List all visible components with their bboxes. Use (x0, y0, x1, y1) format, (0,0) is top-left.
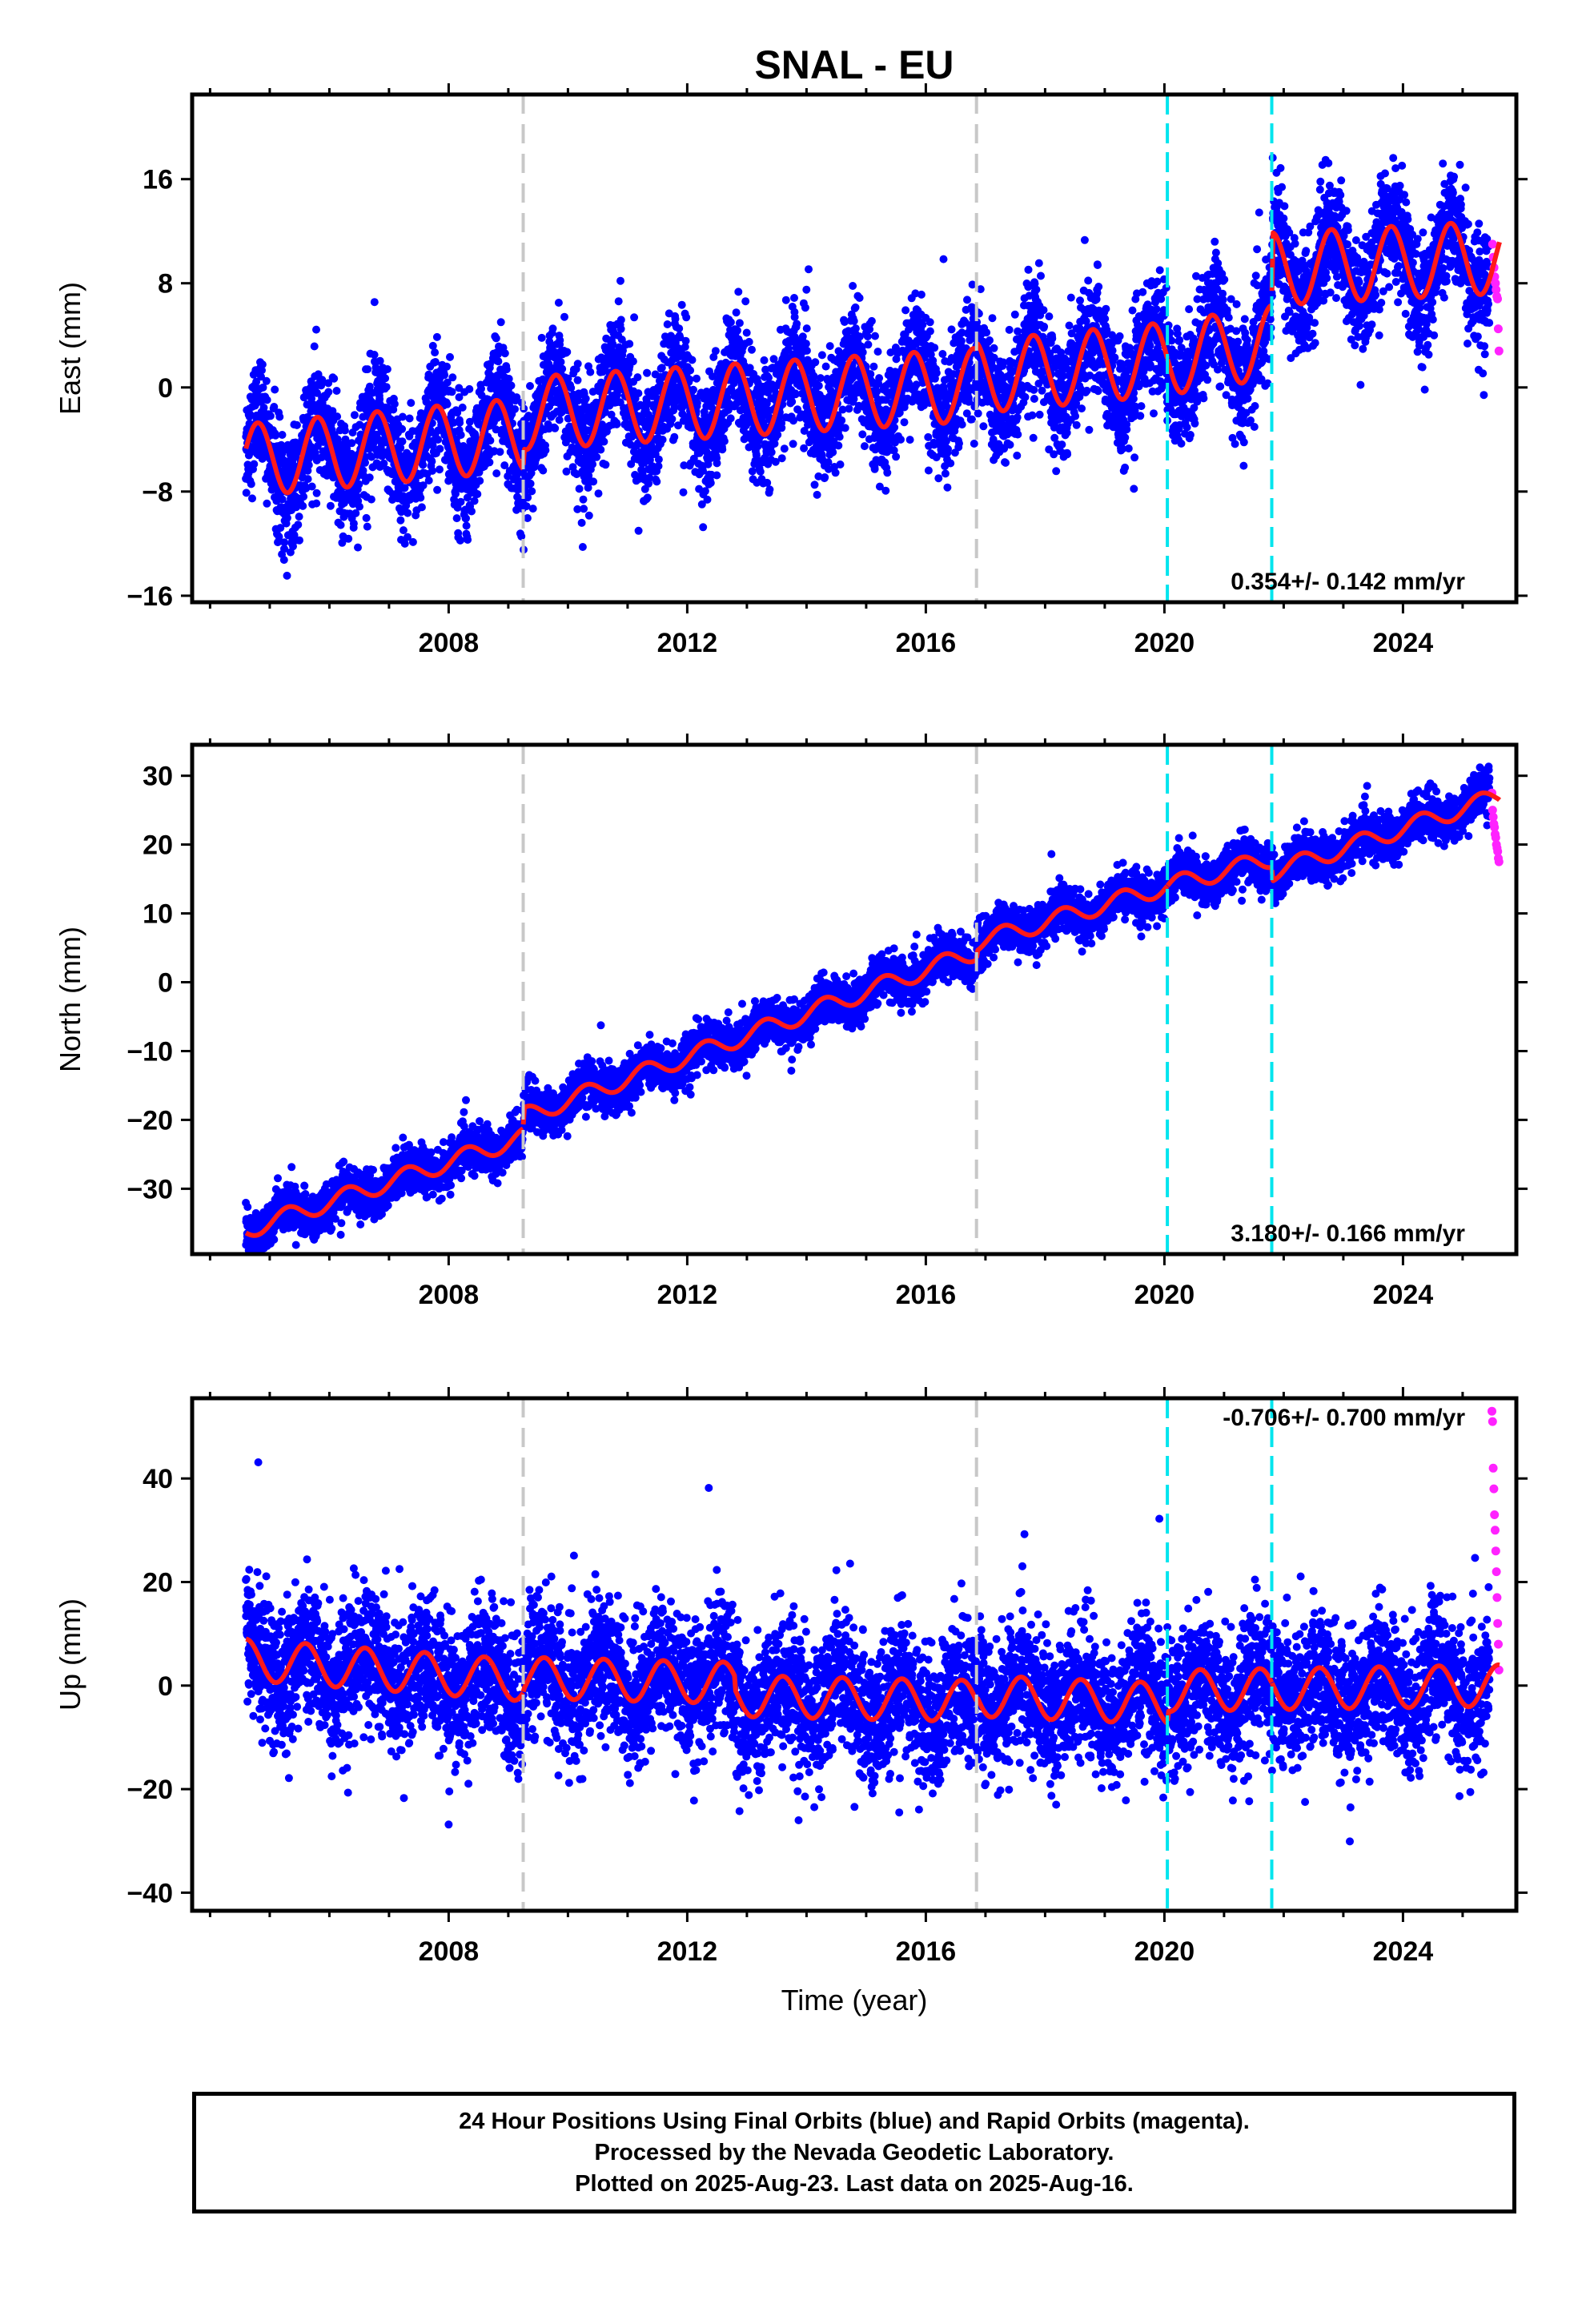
y-tick-label: 30 (143, 762, 173, 792)
y-tick-label: −30 (126, 1174, 173, 1204)
final-orbit-points (242, 762, 1493, 1269)
rate-label: -0.706+/- 0.700 mm/yr (1223, 1405, 1465, 1431)
rapid-point (1495, 858, 1504, 866)
final-orbit-dots (242, 60, 1493, 580)
rapid-point (1492, 1546, 1500, 1555)
footer-line-2: Processed by the Nevada Geodetic Laborat… (595, 2137, 1114, 2169)
rapid-point (1489, 1485, 1498, 1494)
x-tick-label: 2024 (1373, 628, 1434, 658)
footer-line-1: 24 Hour Positions Using Final Orbits (bl… (459, 2106, 1250, 2137)
rate-label: 0.354+/- 0.142 mm/yr (1231, 569, 1465, 595)
final-orbit-points (242, 60, 1493, 580)
x-tick-label: 2012 (657, 628, 718, 658)
y-tick-label: 0 (158, 373, 173, 404)
rapid-point (1495, 347, 1504, 356)
rapid-point (1493, 295, 1502, 304)
chart-title: SNAL - EU (754, 42, 954, 87)
rate-label: 3.180+/- 0.166 mm/yr (1231, 1220, 1465, 1247)
footer-box: 24 Hour Positions Using Final Orbits (bl… (192, 2092, 1516, 2213)
x-tick-label: 2020 (1134, 1280, 1195, 1310)
y-tick-label: 0 (158, 968, 173, 999)
x-tick-label: 2016 (896, 1936, 957, 1967)
x-tick-label: 2016 (896, 1280, 957, 1310)
y-tick-label: −40 (126, 1878, 173, 1908)
rapid-point (1488, 1417, 1497, 1426)
y-tick-label: 10 (143, 899, 173, 930)
y-tick-label: −10 (126, 1037, 173, 1068)
final-orbit-dots (242, 1458, 1493, 1845)
x-tick-label: 2008 (419, 1936, 480, 1967)
x-tick-label: 2008 (419, 628, 480, 658)
final-orbit-points (242, 1458, 1493, 1845)
plot-area-up (242, 1398, 1504, 1911)
y-axis-title: East (mm) (54, 282, 86, 415)
y-tick-label: −20 (126, 1775, 173, 1805)
x-tick-label: 2012 (657, 1936, 718, 1967)
x-tick-label: 2008 (419, 1280, 480, 1310)
x-axis-title: Time (year) (781, 1984, 928, 2016)
x-tick-label: 2024 (1373, 1936, 1434, 1967)
y-axis-title: North (mm) (54, 927, 86, 1072)
y-tick-label: 20 (143, 1568, 173, 1598)
rapid-point (1490, 1510, 1499, 1519)
rapid-point (1488, 70, 1496, 79)
y-axis-title: Up (mm) (54, 1598, 86, 1711)
y-tick-label: 0 (158, 1671, 173, 1702)
x-tick-label: 2020 (1134, 628, 1195, 658)
y-tick-label: 20 (143, 830, 173, 861)
rapid-point (1492, 1593, 1501, 1602)
plot-area-east (242, 60, 1504, 602)
rapid-point (1494, 324, 1503, 333)
y-tick-label: −20 (126, 1105, 173, 1136)
rapid-point (1489, 1464, 1498, 1473)
rapid-orbit-points (1488, 1407, 1504, 1675)
y-tick-label: 8 (158, 269, 173, 300)
final-orbit-dots (242, 762, 1493, 1269)
y-tick-label: 16 (143, 165, 173, 195)
rapid-point (1494, 1640, 1503, 1649)
y-tick-label: −16 (126, 581, 173, 612)
footer-line-3: Plotted on 2025-Aug-23. Last data on 202… (575, 2169, 1134, 2200)
x-tick-label: 2020 (1134, 1936, 1195, 1967)
x-tick-label: 2012 (657, 1280, 718, 1310)
panel-north: 3.180+/- 0.166 mm/yr 2008 2012 2016 2020 2024… (54, 734, 1528, 1310)
rapid-point (1492, 1567, 1501, 1576)
rapid-point (1488, 1407, 1496, 1416)
rapid-point (1493, 1619, 1502, 1628)
x-tick-label: 2024 (1373, 1280, 1434, 1310)
y-tick-label: 40 (143, 1464, 173, 1494)
plot-area-north (242, 745, 1504, 1269)
y-tick-label: −8 (142, 477, 173, 508)
x-tick-label: 2016 (896, 628, 957, 658)
rapid-point (1491, 1526, 1500, 1534)
panel-east: 0.354+/- 0.142 mm/yr 2008 2012 2016 2020 2024… (54, 60, 1528, 658)
